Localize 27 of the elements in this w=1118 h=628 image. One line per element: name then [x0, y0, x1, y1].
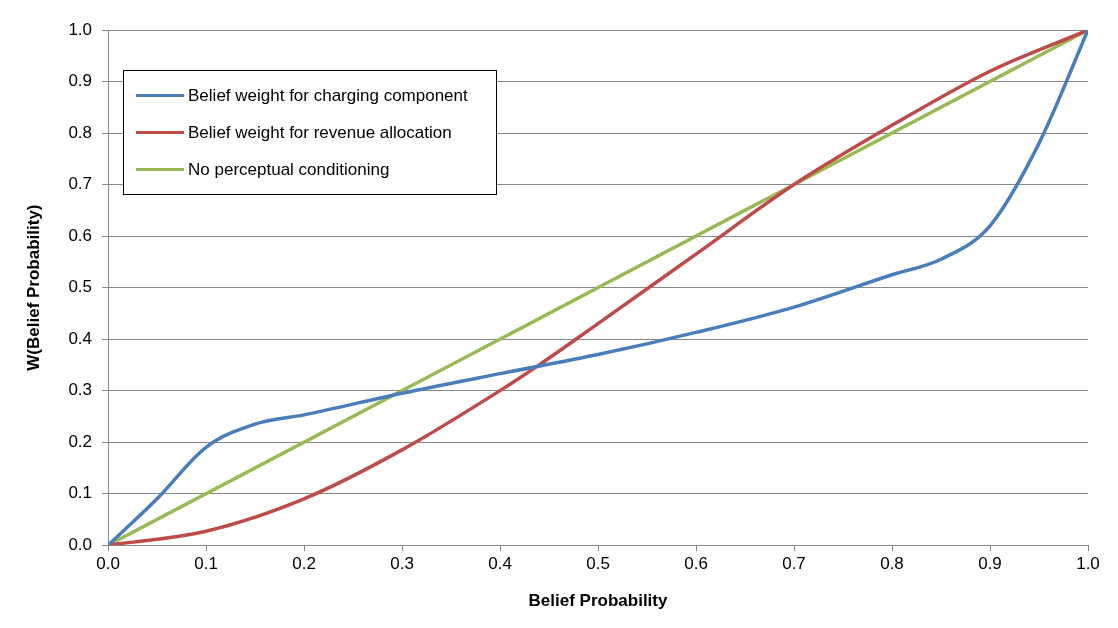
x-tick-label: 0.4: [488, 554, 512, 574]
y-tick-label: 0.0: [68, 534, 93, 554]
legend-label: Belief weight for charging component: [188, 85, 468, 106]
x-tick-label: 0.3: [390, 554, 414, 574]
legend-label: Belief weight for revenue allocation: [188, 122, 452, 143]
y-tick-label: 0.9: [68, 71, 93, 91]
y-tick-label: 0.5: [68, 277, 93, 297]
y-tick-label: 0.1: [68, 483, 93, 503]
legend-label: No perceptual conditioning: [188, 159, 390, 180]
y-axis-title: W(Belief Probability): [23, 204, 43, 371]
x-tick-label: 0.8: [880, 554, 904, 574]
x-axis-title: Belief Probability: [528, 591, 668, 611]
y-tick-label: 0.4: [68, 328, 93, 348]
y-tick-label: 0.7: [68, 174, 93, 194]
x-tick-label: 0.7: [782, 554, 806, 574]
x-tick-label: 0.9: [978, 554, 1002, 574]
x-tick-label: 0.5: [586, 554, 610, 574]
y-tick-label: 1.0: [68, 19, 93, 39]
y-tick-label: 0.6: [68, 225, 93, 245]
x-tick-label: 1.0: [1076, 554, 1100, 574]
y-tick-label: 0.3: [68, 380, 93, 400]
x-tick-label: 0.0: [96, 554, 120, 574]
x-tick-label: 0.1: [194, 554, 218, 574]
x-tick-label: 0.2: [292, 554, 316, 574]
x-tick-label: 0.6: [684, 554, 708, 574]
y-tick-label: 0.8: [68, 122, 93, 142]
y-tick-label: 0.2: [68, 431, 93, 451]
